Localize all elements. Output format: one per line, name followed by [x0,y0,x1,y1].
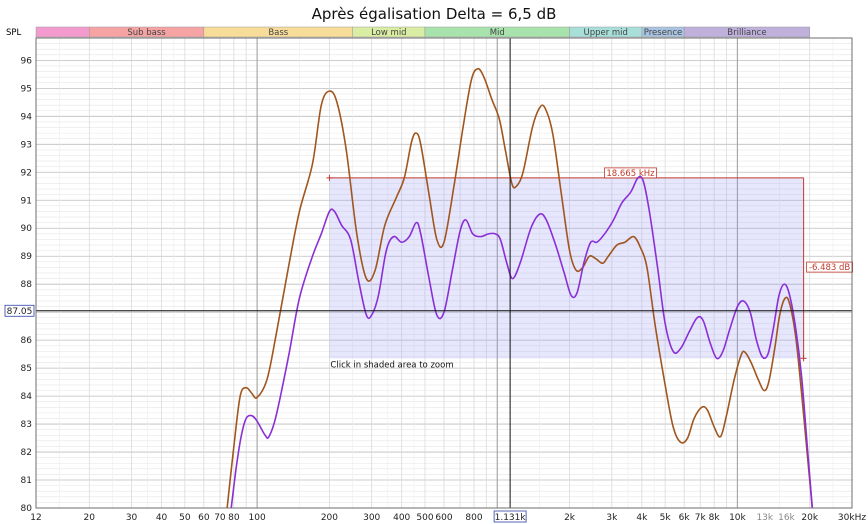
y-tick-label: 86 [21,336,33,346]
x-tick-label: 7k [695,513,707,523]
zoom-selection[interactable]: 18.665 kHz -6.483 dB Click in shaded area … [326,167,854,370]
selection-width-label: 18.665 kHz [606,169,655,179]
y-tick-label: 89 [21,252,33,262]
frequency-bands: Sub bass Bass Low mid Mid Upper mid Presence B… [35,26,810,38]
x-tick-label: 20k [801,513,818,523]
series-line-1 [230,175,814,508]
axes: 8081828384858687888990919293949596122030… [4,37,866,523]
selection-height-label-box [806,261,854,273]
x-tick-label: 70 [214,513,226,523]
selection-height-label: -6.483 dB [809,263,850,273]
x-tick-label: 2k [564,513,576,523]
y-axis-label: SPL [6,28,22,38]
y-tick-label: 82 [21,448,32,458]
selection-width-label-box [604,167,657,179]
y-tick-label: 81 [21,476,32,486]
crosshair-cursor [36,38,852,508]
x-tick-label: 4k [636,513,648,523]
y-tick-label: 91 [21,196,32,206]
plot-frame [35,37,853,509]
y-tick-label: 93 [21,140,32,150]
x-tick-label: 30kHz [838,513,866,523]
series-line-0 [226,67,814,508]
x-tick-label: 8k [709,513,721,523]
x-tick-label: 100 [249,513,266,523]
chart-title: Après égalisation Delta = 6,5 dB [312,5,557,23]
y-tick-label: 94 [21,112,33,122]
x-tick-label: 13k [756,513,773,523]
band-label-5: Upper mid [583,28,627,38]
y-tick-label: 84 [21,392,33,402]
x-tick-label: 3k [606,513,618,523]
cursor-x-readout: 1.131k [495,513,527,523]
y-tick-label: 80 [21,504,33,514]
x-tick-label: 30 [126,513,138,523]
cursor-y-readout: 87.05 [7,307,33,317]
y-tick-label: 96 [21,56,33,66]
x-tick-label: 80 [228,513,240,523]
x-tick-label: 500 [416,513,433,523]
x-tick-label: 600 [435,513,452,523]
band-label-2: Bass [268,28,288,38]
x-tick-label: 50 [179,513,191,523]
series-layer [226,67,814,508]
y-tick-label: 88 [21,280,33,290]
x-tick-label: 6k [679,513,691,523]
cursor-y-readout-box [4,304,35,317]
x-tick-label: 12 [30,513,41,523]
y-tick-label: 95 [21,84,32,94]
zoom-hint-text: Click in shaded area to zoom [330,360,453,370]
x-tick-label: 800 [465,513,482,523]
zoom-shaded-area [329,177,804,359]
band-label-7: Brilliance [727,28,766,38]
grid [36,37,853,509]
y-tick-label: 85 [21,364,32,374]
band-0 [35,26,90,38]
cursor-x-readout-box [493,510,527,523]
band-7 [683,26,810,38]
band-label-4: Mid [490,28,505,38]
y-tick-label: 92 [21,168,32,178]
band-label-3: Low mid [371,28,406,38]
band-label-6: Presence [644,28,682,38]
x-tick-label: 16k [778,513,795,523]
x-tick-label: 200 [321,513,338,523]
x-tick-label: 5k [660,513,672,523]
x-tick-label: 300 [363,513,380,523]
y-tick-label: 90 [21,224,33,234]
y-tick-label: 83 [21,420,32,430]
band-label-1: Sub bass [127,28,166,38]
x-tick-label: 400 [393,513,410,523]
x-tick-label: 20 [84,513,96,523]
x-tick-label: 60 [198,513,210,523]
x-tick-label: 10k [729,513,746,523]
x-tick-label: 40 [156,513,168,523]
